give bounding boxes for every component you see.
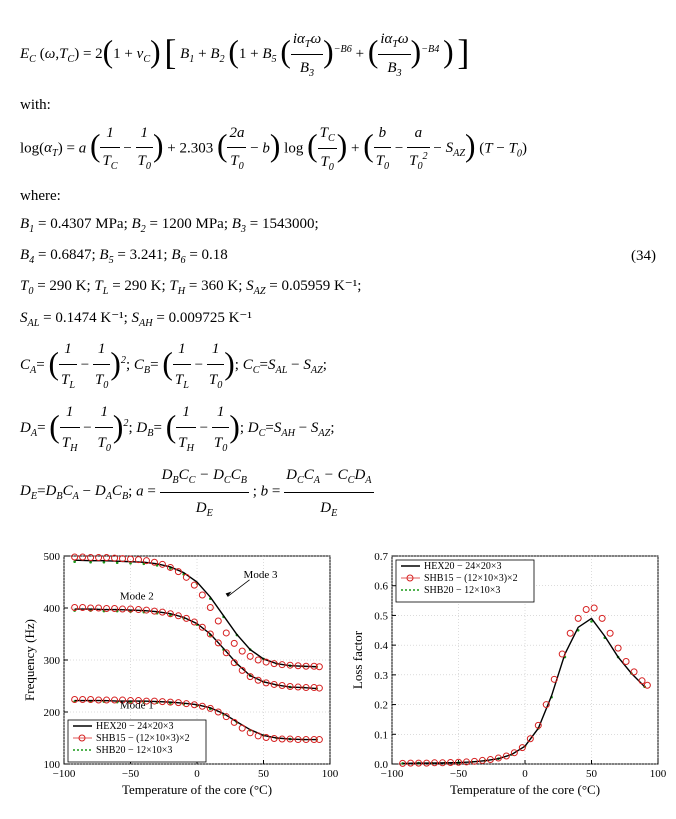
eq-Ec: EC (ω,TC) = 2(1 + νC) [ B1 + B2 (1 + B5 …: [20, 22, 656, 87]
svg-text:SHB20 − 12×10×3: SHB20 − 12×10×3: [96, 745, 172, 756]
svg-text:0.1: 0.1: [374, 729, 388, 741]
svg-text:500: 500: [44, 551, 61, 563]
svg-text:0.0: 0.0: [374, 759, 388, 771]
svg-text:200: 200: [44, 707, 61, 719]
svg-text:−50: −50: [450, 768, 468, 780]
svg-text:Frequency (Hz): Frequency (Hz): [22, 619, 37, 701]
svg-text:0.3: 0.3: [374, 670, 388, 682]
svg-text:100: 100: [322, 768, 338, 780]
freq-chart: −100−50050100100200300400500Temperature …: [20, 548, 338, 803]
svg-text:Loss factor: Loss factor: [350, 630, 365, 689]
svg-text:SHB15 − (12×10×3)×2: SHB15 − (12×10×3)×2: [424, 573, 518, 584]
svg-text:HEX20 − 24×20×3: HEX20 − 24×20×3: [96, 721, 173, 732]
svg-text:50: 50: [586, 768, 598, 780]
svg-text:400: 400: [44, 603, 61, 615]
svg-text:100: 100: [650, 768, 666, 780]
svg-text:0.5: 0.5: [374, 610, 388, 622]
svg-text:Mode 2: Mode 2: [120, 591, 154, 603]
eq-number: (34): [617, 241, 656, 271]
svg-text:−50: −50: [122, 768, 140, 780]
svg-text:SHB20 − 12×10×3: SHB20 − 12×10×3: [424, 585, 500, 596]
svg-text:0: 0: [522, 768, 528, 780]
svg-text:0.2: 0.2: [374, 700, 388, 712]
svg-text:0.6: 0.6: [374, 581, 388, 593]
svg-text:Mode 3: Mode 3: [244, 569, 278, 581]
eq-logalpha: log(αT) = a (1TC − 1T0) + 2.303 (2aT0 − …: [20, 120, 656, 178]
constants-block: B1 = 0.4307 MPa; B2 = 1200 MPa; B3 = 154…: [20, 209, 656, 524]
svg-text:0.7: 0.7: [374, 551, 388, 563]
svg-text:0.4: 0.4: [374, 640, 388, 652]
svg-text:Temperature of the core (°C): Temperature of the core (°C): [450, 782, 600, 797]
svg-text:50: 50: [258, 768, 270, 780]
svg-text:100: 100: [44, 759, 61, 771]
text-with: with:: [20, 97, 656, 114]
svg-text:300: 300: [44, 655, 61, 667]
svg-text:SHB15 − (12×10×3)×2: SHB15 − (12×10×3)×2: [96, 733, 190, 744]
text-where: where:: [20, 188, 656, 205]
svg-text:HEX20 − 24×20×3: HEX20 − 24×20×3: [424, 561, 501, 572]
svg-text:0: 0: [194, 768, 200, 780]
svg-text:Temperature of the core (°C): Temperature of the core (°C): [122, 782, 272, 797]
loss-chart: −100−500501000.00.10.20.30.40.50.60.7Tem…: [348, 548, 666, 803]
svg-text:Mode 1: Mode 1: [120, 699, 154, 711]
